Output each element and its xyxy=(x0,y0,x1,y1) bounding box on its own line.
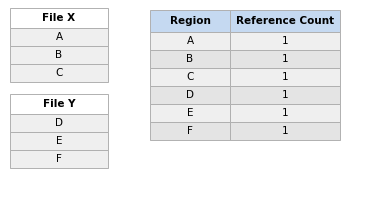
Bar xyxy=(230,68,340,86)
Bar xyxy=(10,150,108,168)
Text: D: D xyxy=(55,118,63,128)
Bar xyxy=(150,10,230,32)
Bar xyxy=(230,86,340,104)
Text: 1: 1 xyxy=(282,90,288,100)
Text: E: E xyxy=(56,136,62,146)
Bar xyxy=(10,132,108,150)
Text: F: F xyxy=(56,154,62,164)
Bar xyxy=(150,122,230,140)
Text: B: B xyxy=(55,50,62,60)
Text: C: C xyxy=(55,68,63,78)
Text: C: C xyxy=(186,72,194,82)
Bar xyxy=(230,122,340,140)
Bar xyxy=(150,50,230,68)
Bar xyxy=(230,10,340,32)
Text: 1: 1 xyxy=(282,36,288,46)
Bar xyxy=(150,86,230,104)
Bar xyxy=(10,64,108,82)
Text: F: F xyxy=(187,126,193,136)
Bar xyxy=(10,28,108,46)
Bar xyxy=(230,32,340,50)
Text: 1: 1 xyxy=(282,108,288,118)
Text: A: A xyxy=(55,32,62,42)
Bar xyxy=(10,94,108,114)
Bar xyxy=(150,68,230,86)
Text: 1: 1 xyxy=(282,72,288,82)
Text: 1: 1 xyxy=(282,126,288,136)
Text: File X: File X xyxy=(42,13,75,23)
Bar xyxy=(10,46,108,64)
Bar xyxy=(10,8,108,28)
Text: File Y: File Y xyxy=(43,99,75,109)
Bar xyxy=(150,32,230,50)
Text: B: B xyxy=(186,54,194,64)
Text: D: D xyxy=(186,90,194,100)
Text: Reference Count: Reference Count xyxy=(236,16,334,26)
Text: A: A xyxy=(186,36,194,46)
Text: Region: Region xyxy=(169,16,211,26)
Text: 1: 1 xyxy=(282,54,288,64)
Text: E: E xyxy=(187,108,193,118)
Bar xyxy=(10,114,108,132)
Bar xyxy=(150,104,230,122)
Bar xyxy=(230,104,340,122)
Bar xyxy=(230,50,340,68)
